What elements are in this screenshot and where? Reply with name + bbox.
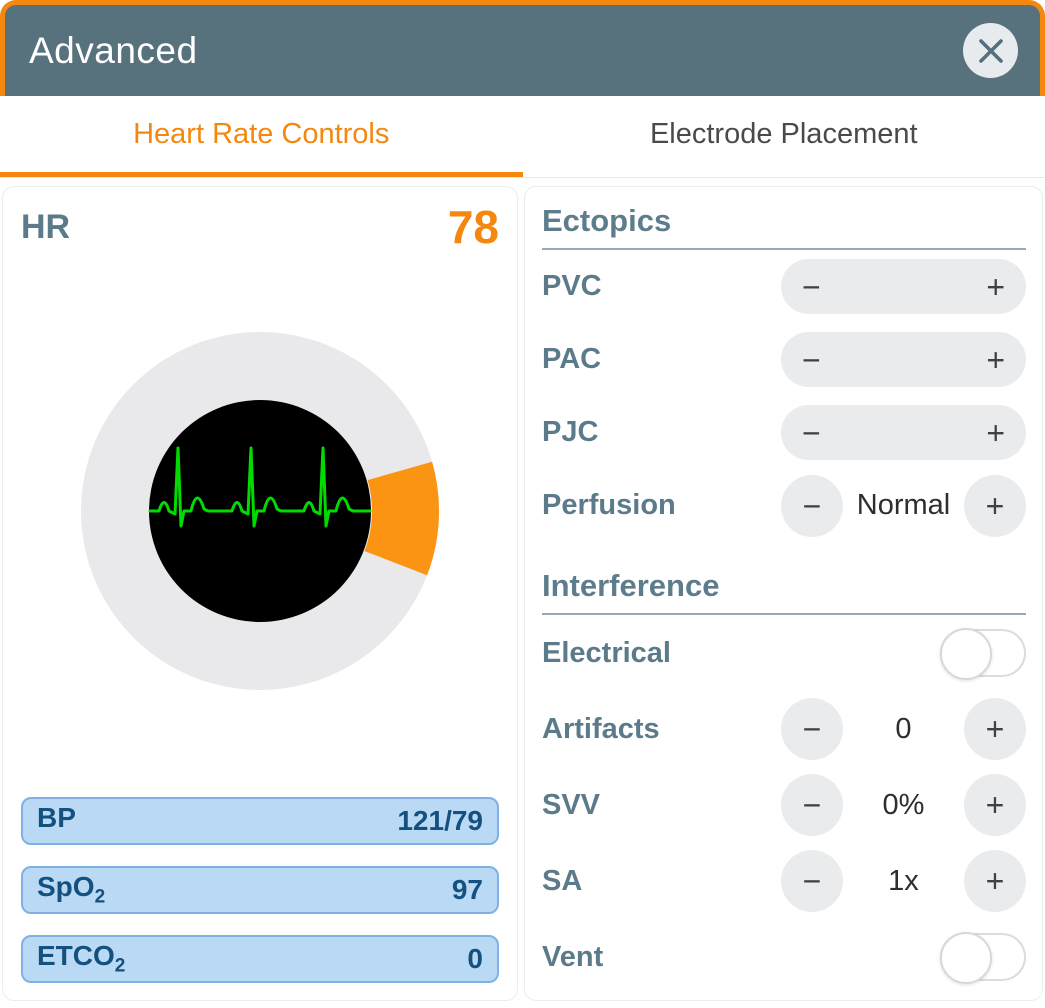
control-label-pvc: PVC (542, 270, 602, 302)
control-label-artifacts: Artifacts (542, 712, 660, 745)
controls-sections: Ectopics PVC − + PAC − + PJC − + Perfusion − Normal +… (542, 203, 1026, 995)
control-label-pac: PAC (542, 343, 602, 375)
section-ectopics: Ectopics PVC − + PAC − + PJC − + Perfusion − Normal + (542, 203, 1026, 542)
tab-bar: Heart Rate Controls Electrode Placement (0, 96, 1045, 178)
close-icon (978, 38, 1003, 63)
plus-button[interactable]: + (963, 850, 1026, 912)
pvc-stepper: − + (781, 259, 1026, 314)
control-label-sa: SA (542, 864, 583, 897)
vital-value: 97 (451, 874, 483, 905)
artifacts-stepper: − 0 + (781, 698, 1026, 760)
svv-stepper: − 0% + (781, 774, 1026, 836)
toggle-knob (940, 932, 992, 984)
hr-label: HR (21, 207, 71, 246)
ecg-waveform (148, 446, 372, 528)
minus-button[interactable]: − (802, 414, 821, 451)
vital-label: ETCO2 (37, 940, 125, 978)
control-label-pjc: PJC (542, 416, 599, 448)
section-divider (542, 613, 1026, 615)
hr-dial-svg (81, 332, 440, 690)
control-row-perfusion: Perfusion − Normal + (542, 469, 1026, 542)
plus-button[interactable]: + (986, 341, 1005, 378)
vital-row-spo[interactable]: SpO2 97 (21, 866, 499, 914)
minus-button[interactable]: − (781, 474, 843, 537)
vital-label: BP (37, 802, 76, 840)
minus-button[interactable]: − (781, 774, 843, 836)
control-label-perfusion: Perfusion (542, 489, 676, 521)
vital-row-etco[interactable]: ETCO2 0 (21, 935, 499, 983)
plus-button[interactable]: + (963, 698, 1026, 760)
control-row-electrical: Electrical (542, 615, 1026, 691)
toggle-knob (940, 628, 992, 680)
section-interference: Interference Electrical Artifacts − 0 + SVV − 0%… (542, 568, 1026, 995)
vent-toggle[interactable] (940, 932, 1026, 984)
perfusion-stepper: − Normal + (781, 474, 1026, 537)
sa-value: 1x (888, 864, 919, 897)
section-title: Ectopics (542, 203, 672, 238)
vitals-list: BP 121/79 SpO2 97 ETCO2 0 (21, 797, 499, 983)
control-row-pac: PAC − + (542, 323, 1026, 396)
vital-label-text: ETCO (37, 940, 115, 972)
artifacts-value: 0 (895, 712, 912, 745)
minus-button[interactable]: − (781, 850, 843, 912)
vital-label-text: SpO (37, 871, 95, 903)
dial-wedge-handle[interactable] (364, 461, 440, 576)
dialog-body: HR 78 BP 121/79 SpO2 97 ETCO2 0 Ectopics PVC − +… (2, 186, 1043, 1008)
vital-value: 0 (467, 943, 483, 974)
control-row-vent: Vent (542, 919, 1026, 995)
control-label-vent: Vent (542, 940, 604, 973)
control-row-sa: SA − 1x + (542, 843, 1026, 919)
control-row-pvc: PVC − + (542, 250, 1026, 323)
tab-electrode-placement[interactable]: Electrode Placement (523, 96, 1045, 177)
control-row-artifacts: Artifacts − 0 + (542, 691, 1026, 767)
vital-value: 121/79 (397, 805, 483, 836)
tab-heart-rate-controls[interactable]: Heart Rate Controls (0, 96, 523, 177)
dialog-title: Advanced (29, 29, 198, 71)
plus-button[interactable]: + (963, 774, 1026, 836)
control-row-svv: SVV − 0% + (542, 767, 1026, 843)
section-divider (542, 248, 1026, 250)
plus-button[interactable]: + (986, 268, 1005, 305)
minus-button[interactable]: − (802, 268, 821, 305)
plus-button[interactable]: + (964, 474, 1026, 537)
vital-label-text: BP (37, 802, 76, 834)
control-label-svv: SVV (542, 788, 601, 821)
svv-value: 0% (882, 788, 925, 821)
perfusion-value: Normal (856, 489, 951, 521)
controls-panel: Ectopics PVC − + PAC − + PJC − + Perfusion − Normal +… (524, 186, 1043, 1001)
electrical-toggle[interactable] (940, 628, 1026, 680)
pjc-stepper: − + (781, 405, 1026, 460)
control-row-pjc: PJC − + (542, 396, 1026, 469)
pac-stepper: − + (781, 332, 1026, 387)
sa-stepper: − 1x + (781, 850, 1026, 912)
hr-header-row: HR 78 (21, 201, 499, 253)
vital-row-bp[interactable]: BP 121/79 (21, 797, 499, 845)
minus-button[interactable]: − (802, 341, 821, 378)
minus-button[interactable]: − (781, 698, 843, 760)
hr-value: 78 (447, 201, 499, 253)
plus-button[interactable]: + (986, 414, 1005, 451)
section-title: Interference (542, 568, 720, 603)
vital-label: SpO2 (37, 871, 105, 909)
hr-dial[interactable] (21, 329, 499, 693)
dialog-header: Advanced (0, 0, 1045, 96)
heart-rate-panel: HR 78 BP 121/79 SpO2 97 ETCO2 0 (2, 186, 518, 1001)
control-label-electrical: Electrical (542, 636, 671, 669)
vital-label-sub: 2 (94, 886, 106, 908)
vital-label-sub: 2 (114, 955, 126, 977)
close-button[interactable] (963, 23, 1018, 78)
